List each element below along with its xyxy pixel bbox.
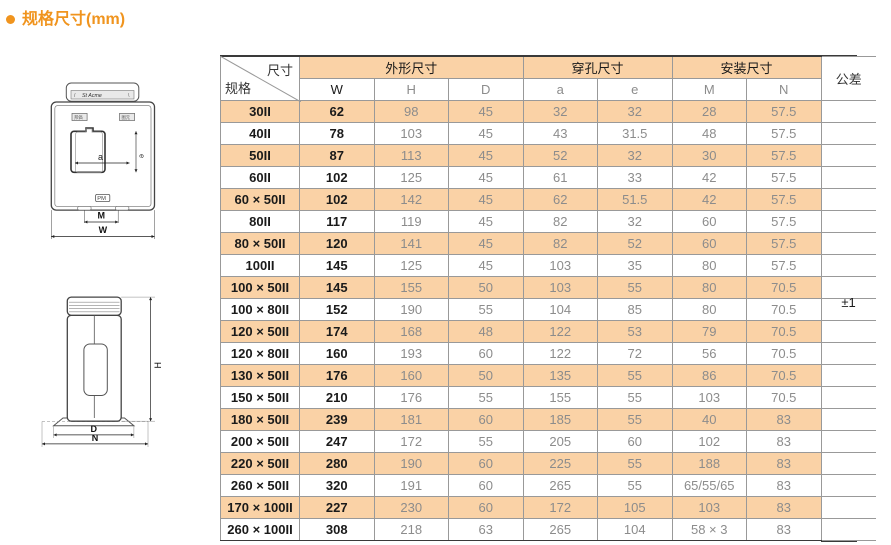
svg-text:邦価: 邦価 bbox=[74, 114, 83, 121]
svg-text:W: W bbox=[99, 225, 108, 235]
svg-text:e: e bbox=[138, 154, 147, 158]
svg-text:H: H bbox=[153, 362, 163, 369]
svg-text:St Acme: St Acme bbox=[82, 93, 102, 99]
svg-text:N: N bbox=[92, 433, 99, 443]
svg-text:a: a bbox=[98, 152, 103, 162]
svg-text:M: M bbox=[98, 211, 106, 221]
svg-text:PM: PM bbox=[97, 196, 106, 202]
